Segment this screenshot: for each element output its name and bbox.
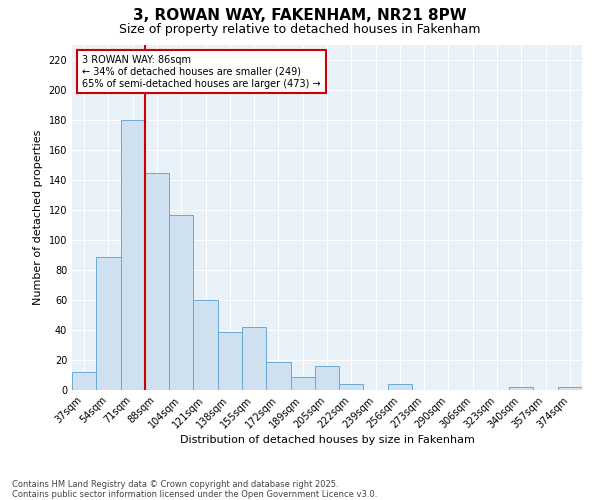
Bar bbox=[558, 387, 582, 390]
Text: 3, ROWAN WAY, FAKENHAM, NR21 8PW: 3, ROWAN WAY, FAKENHAM, NR21 8PW bbox=[133, 8, 467, 22]
Bar bbox=[96, 256, 121, 390]
Bar bbox=[72, 372, 96, 390]
Bar bbox=[218, 332, 242, 390]
Bar bbox=[169, 214, 193, 390]
Bar bbox=[242, 327, 266, 390]
Text: Size of property relative to detached houses in Fakenham: Size of property relative to detached ho… bbox=[119, 22, 481, 36]
Bar bbox=[121, 120, 145, 390]
Y-axis label: Number of detached properties: Number of detached properties bbox=[33, 130, 43, 305]
Bar bbox=[339, 384, 364, 390]
Bar bbox=[266, 362, 290, 390]
Bar bbox=[315, 366, 339, 390]
Bar bbox=[145, 172, 169, 390]
Text: 3 ROWAN WAY: 86sqm
← 34% of detached houses are smaller (249)
65% of semi-detach: 3 ROWAN WAY: 86sqm ← 34% of detached hou… bbox=[82, 56, 321, 88]
Bar bbox=[388, 384, 412, 390]
Text: Contains HM Land Registry data © Crown copyright and database right 2025.
Contai: Contains HM Land Registry data © Crown c… bbox=[12, 480, 377, 499]
Bar bbox=[193, 300, 218, 390]
Bar bbox=[290, 376, 315, 390]
Bar bbox=[509, 387, 533, 390]
X-axis label: Distribution of detached houses by size in Fakenham: Distribution of detached houses by size … bbox=[179, 436, 475, 446]
